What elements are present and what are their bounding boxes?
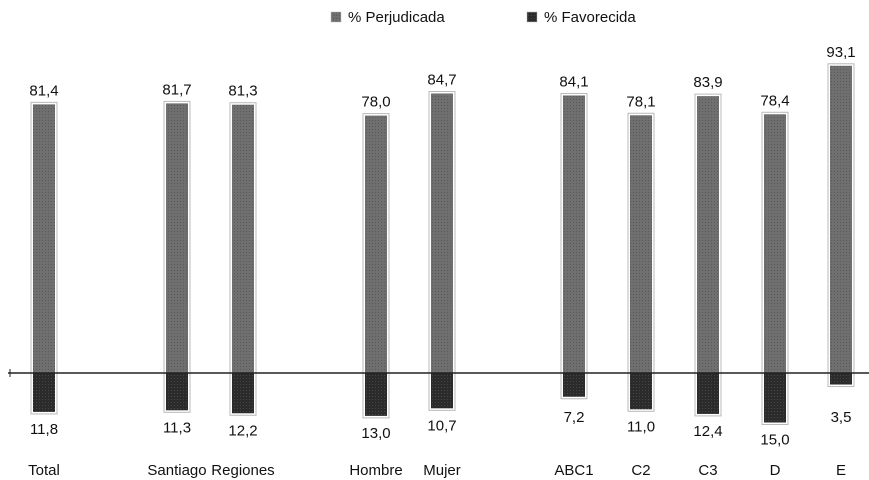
bar-favorecida-8 (764, 373, 786, 423)
bar-favorecida-1 (166, 373, 188, 411)
value-label-perjudicada-6: 78,1 (626, 93, 655, 110)
legend-swatch-favorecida (526, 11, 538, 23)
category-label-3: Hombre (349, 462, 402, 479)
value-label-favorecida-7: 12,4 (693, 423, 722, 440)
bar-favorecida-5 (563, 373, 585, 397)
value-label-favorecida-5: 7,2 (564, 409, 585, 426)
bar-perjudicada-7 (697, 96, 719, 373)
legend-label-perjudicada: % Perjudicada (348, 9, 445, 26)
value-label-perjudicada-5: 84,1 (559, 73, 588, 90)
value-label-perjudicada-2: 81,3 (228, 83, 257, 100)
value-label-favorecida-6: 11,0 (627, 418, 655, 435)
value-label-favorecida-1: 11,3 (163, 419, 191, 436)
bar-favorecida-6 (630, 373, 652, 410)
category-label-5: ABC1 (554, 462, 593, 479)
bar-favorecida-3 (365, 373, 387, 416)
value-label-perjudicada-1: 81,7 (162, 81, 191, 98)
category-label-4: Mujer (423, 462, 461, 479)
value-label-favorecida-0: 11,8 (30, 421, 58, 438)
category-label-8: D (770, 462, 781, 479)
value-label-perjudicada-7: 83,9 (693, 74, 722, 91)
bar-perjudicada-1 (166, 103, 188, 373)
value-label-favorecida-2: 12,2 (228, 422, 257, 439)
category-label-7: C3 (698, 462, 717, 479)
bar-perjudicada-2 (232, 104, 254, 374)
bar-perjudicada-3 (365, 115, 387, 373)
value-label-perjudicada-4: 84,7 (427, 71, 456, 88)
value-label-perjudicada-9: 93,1 (826, 44, 855, 61)
value-label-perjudicada-0: 81,4 (29, 82, 58, 99)
bar-perjudicada-8 (764, 114, 786, 373)
bar-perjudicada-6 (630, 115, 652, 374)
bar-favorecida-7 (697, 373, 719, 414)
bar-perjudicada-5 (563, 95, 585, 373)
value-label-favorecida-9: 3,5 (831, 409, 852, 426)
bar-perjudicada-9 (830, 65, 852, 374)
category-label-0: Total (28, 462, 60, 479)
bar-perjudicada-0 (33, 104, 55, 373)
category-label-2: Regiones (211, 462, 274, 479)
bar-perjudicada-4 (431, 93, 453, 374)
value-label-perjudicada-8: 78,4 (760, 92, 789, 109)
value-label-perjudicada-3: 78,0 (361, 94, 390, 111)
legend-label-favorecida: % Favorecida (544, 9, 636, 26)
value-label-favorecida-4: 10,7 (427, 417, 456, 434)
bar-favorecida-2 (232, 373, 254, 414)
bar-favorecida-4 (431, 373, 453, 409)
bar-favorecida-0 (33, 373, 55, 412)
legend-swatch-perjudicada (330, 11, 342, 23)
category-label-9: E (836, 462, 846, 479)
category-label-1: Santiago (147, 462, 206, 479)
value-label-favorecida-3: 13,0 (361, 425, 390, 442)
bar-favorecida-9 (830, 373, 852, 385)
category-label-6: C2 (631, 462, 650, 479)
value-label-favorecida-8: 15,0 (760, 432, 789, 449)
